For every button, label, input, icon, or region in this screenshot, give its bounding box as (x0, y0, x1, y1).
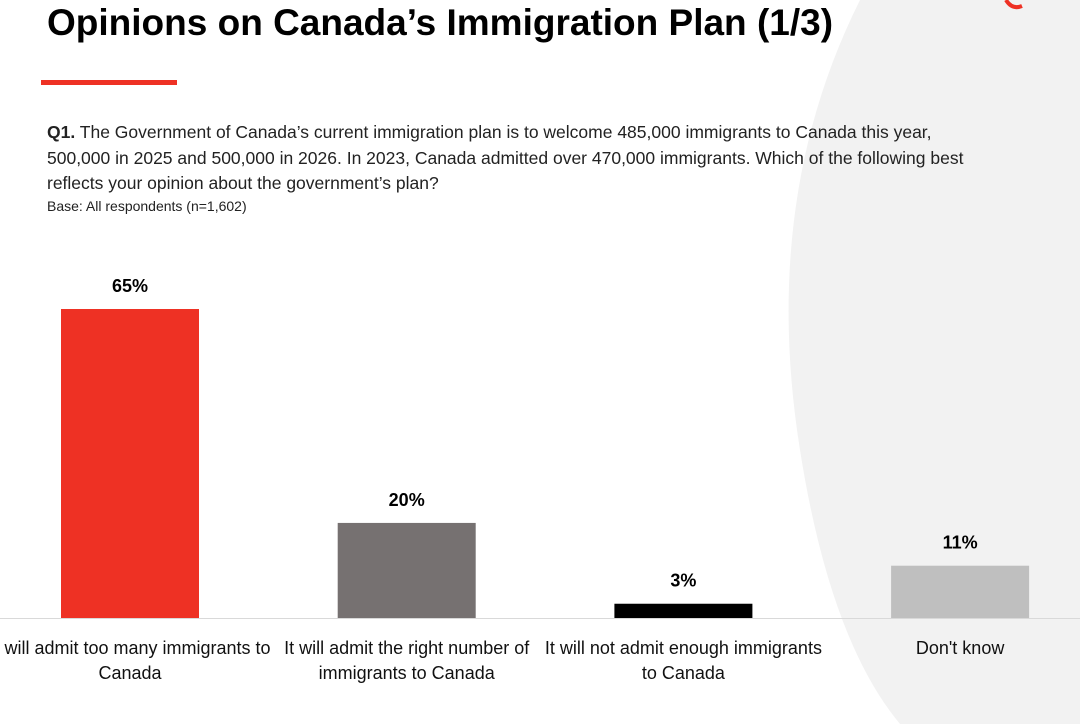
bar (614, 603, 753, 618)
background-shape (788, 0, 1080, 724)
x-tick-label: It will not admit enough immigrants to C… (544, 638, 822, 683)
data-label: 3% (670, 571, 696, 591)
data-label: 20% (389, 490, 425, 510)
data-label: 65% (112, 276, 148, 296)
bar (891, 565, 1030, 618)
question-label: Q1. (47, 122, 76, 142)
x-tick-label: It will admit too many immigrants to Can… (0, 638, 271, 683)
chart-title: Opinions on Canada’s Immigration Plan (1… (47, 2, 834, 43)
x-tick-label: It will admit the right number of immigr… (284, 638, 530, 683)
question: Q1. The Government of Canada’s current i… (47, 120, 987, 197)
question-text: The Government of Canada’s current immig… (47, 122, 964, 193)
base-note: Base: All respondents (n=1,602) (47, 198, 247, 214)
data-label: 11% (943, 533, 978, 553)
logo-fragment (1004, 0, 1023, 10)
bar (337, 522, 476, 618)
x-tick-label: Don't know (915, 638, 1005, 658)
title-underline (41, 80, 177, 85)
bar (61, 309, 199, 618)
